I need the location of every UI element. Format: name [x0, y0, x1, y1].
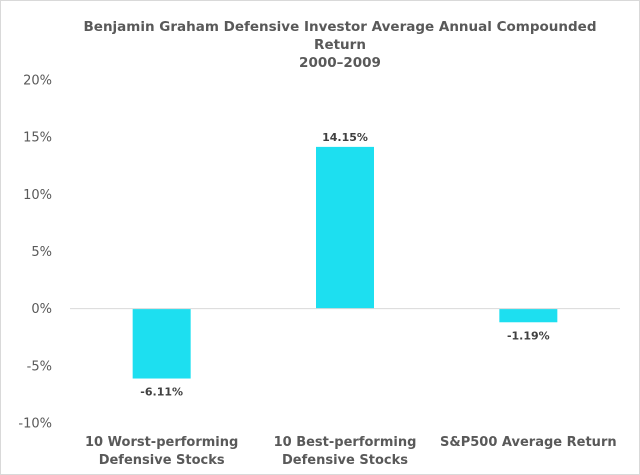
chart-title: Benjamin Graham Defensive Investor Avera… [84, 19, 597, 71]
data-label: -6.11% [140, 386, 183, 399]
y-tick-label: 10% [23, 188, 52, 203]
y-tick-label: 0% [31, 302, 52, 317]
x-category-label: S&P500 Average Return [440, 435, 617, 450]
bar [132, 308, 191, 379]
x-category-label: 10 Best-performing [274, 435, 417, 450]
chart-title-line-3: 2000–2009 [299, 55, 381, 71]
x-category-label: Defensive Stocks [99, 453, 225, 468]
y-tick-label: -5% [27, 359, 52, 374]
x-category-label: 10 Worst-performing [85, 435, 238, 450]
bars [132, 146, 558, 379]
y-tick-label: 15% [23, 131, 52, 146]
y-tick-label: -10% [18, 417, 52, 432]
bar [316, 146, 374, 309]
x-axis: 10 Worst-performing Defensive Stocks 10 Be… [85, 435, 617, 468]
y-axis: 20% 15% 10% 5% 0% -5% -10% [18, 74, 52, 432]
y-tick-label: 5% [31, 245, 52, 260]
bar [499, 308, 558, 323]
data-labels: -6.11% 14.15% -1.19% [140, 131, 549, 399]
y-tick-label: 20% [23, 74, 52, 89]
data-label: -1.19% [507, 329, 550, 342]
data-label: 14.15% [322, 131, 368, 144]
chart-title-line-1: Benjamin Graham Defensive Investor Avera… [84, 19, 597, 35]
chart-title-line-2: Return [314, 37, 366, 53]
x-category-label: Defensive Stocks [282, 453, 408, 468]
